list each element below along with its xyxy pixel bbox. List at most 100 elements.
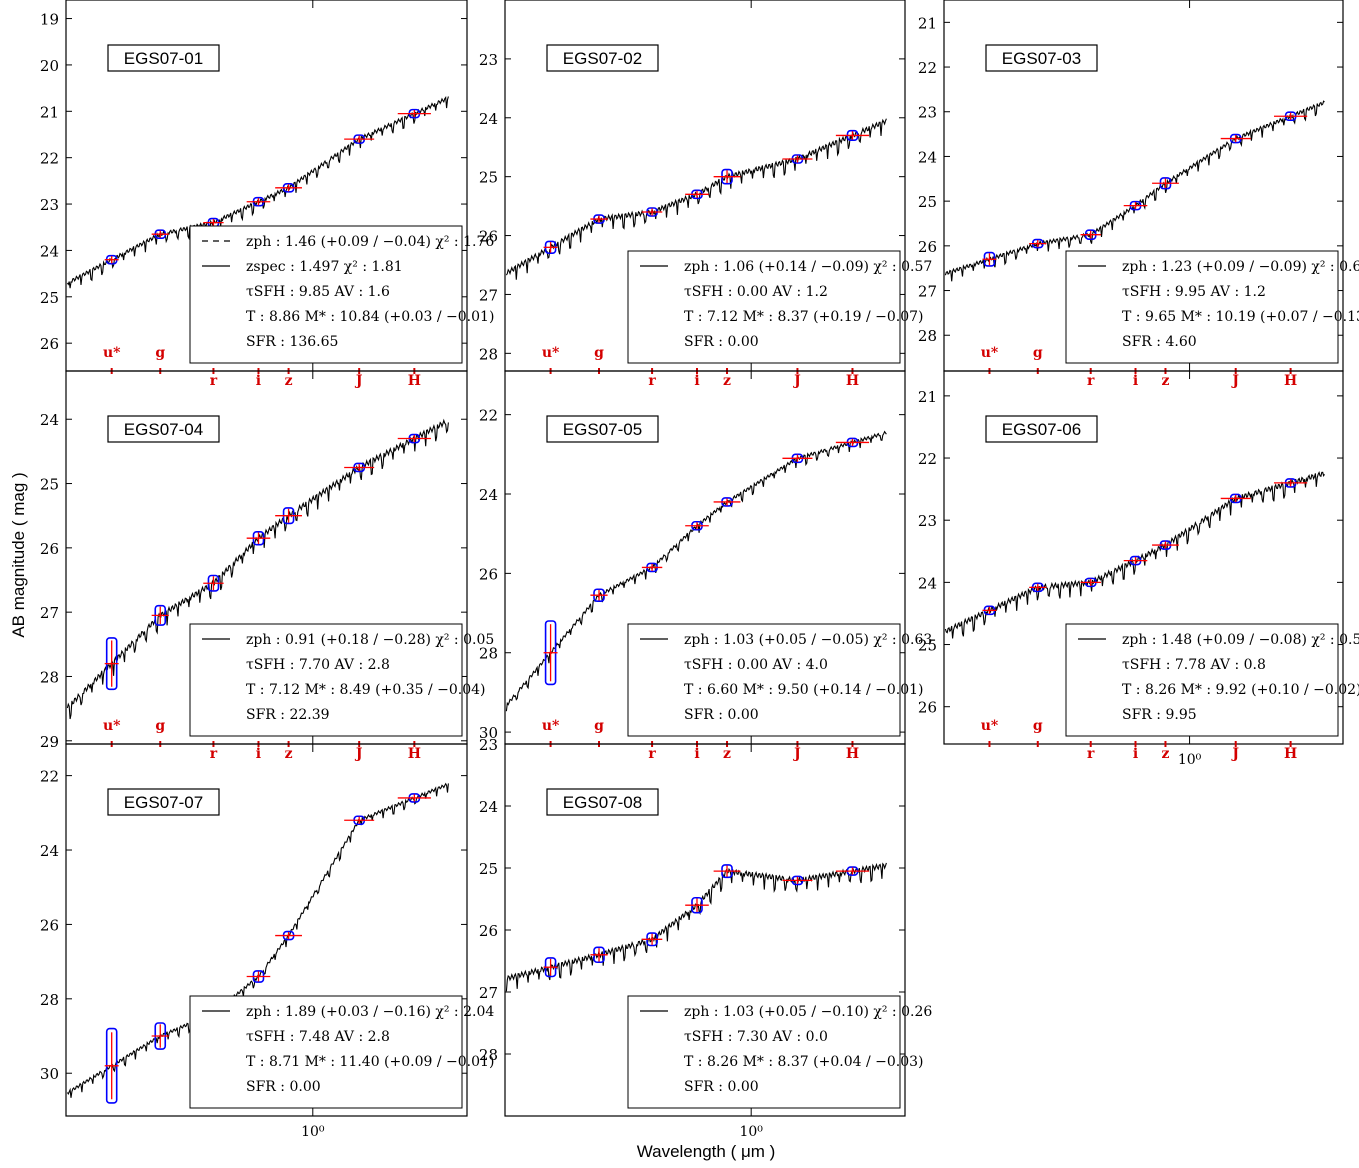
photometry-point	[835, 437, 870, 448]
x-axis-label: Wavelength ( μm )	[637, 1142, 776, 1161]
photometry-point	[543, 957, 558, 978]
panel-egs07-07: 22 24 26 28 30 10⁰ EGS07-07 zph : 1.89 (+0.03 /…	[40, 743, 494, 1140]
panel-egs07-03: 21 22 23 24 25 26 27 28 u* g r i z J H EGS07-03 zph : 1.…	[918, 0, 1359, 389]
legend-entry: zph : 1.03 (+0.05 / −0.10) χ² : 0.26	[684, 1004, 932, 1020]
y-tick-label: 23	[479, 736, 498, 754]
photometry-point	[782, 154, 813, 164]
legend-entry: zph : 1.46 (+0.09 / −0.04) χ² : 1.76	[246, 234, 494, 250]
band-label: i	[1133, 373, 1138, 389]
y-tick-label: 22	[918, 450, 937, 468]
panels: 19 20 21 22 23 24 25 26 u* g r i z J H EGS07-01 zph : 1.…	[40, 0, 1359, 1140]
legend-entry: T : 6.60 M* : 9.50 (+0.14 / −0.01)	[684, 682, 924, 698]
legend-box: zph : 1.06 (+0.14 / −0.09) χ² : 0.57 τSFH…	[627, 250, 932, 364]
band-label: r	[210, 746, 218, 762]
band-label: i	[694, 373, 699, 389]
photometry-point	[275, 507, 302, 525]
legend-entry: SFR : 136.65	[246, 334, 338, 350]
y-tick-label: 26	[479, 228, 498, 246]
legend-entry: T : 7.12 M* : 8.37 (+0.19 / −0.07)	[684, 309, 924, 325]
band-label: J	[354, 373, 363, 389]
legend-box: zph : 0.91 (+0.18 / −0.28) χ² : 0.05 τSFH…	[189, 623, 494, 737]
legend-box: zph : 1.48 (+0.09 / −0.08) χ² : 0.58 τSFH…	[1065, 623, 1359, 737]
y-tick-label: 26	[40, 916, 59, 934]
band-label: i	[694, 746, 699, 762]
panel-title: EGS07-01	[124, 49, 203, 68]
panel-egs07-04: 24 25 26 27 28 29 u* g r i z J H EGS07-04 zph : 0.91 (…	[40, 370, 494, 762]
y-tick-label: 24	[40, 842, 59, 860]
y-axis-label: AB magnitude ( mag )	[9, 472, 28, 637]
photometry-point	[1029, 582, 1047, 593]
panel-title: EGS07-08	[563, 793, 642, 812]
photometry-point	[1220, 133, 1251, 144]
y-tick-label: 22	[918, 59, 937, 77]
legend-entry: zph : 1.03 (+0.05 / −0.05) χ² : 0.63	[684, 632, 932, 648]
band-label: z	[723, 373, 731, 389]
y-tick-label: 22	[40, 768, 59, 786]
photometry-point	[782, 453, 813, 464]
y-tick-label: 24	[40, 411, 59, 429]
band-label: r	[210, 373, 218, 389]
y-tick-label: 25	[40, 476, 59, 494]
legend-entry: SFR : 4.60	[1122, 334, 1197, 350]
y-tick-label: 25	[918, 193, 937, 211]
photometry-point	[246, 196, 271, 207]
band-label: J	[1230, 746, 1239, 762]
photometry-point	[275, 183, 302, 193]
band-label: r	[648, 746, 656, 762]
y-tick-label: 24	[918, 574, 937, 592]
panel-egs07-08: 23 24 25 26 27 28 10⁰ EGS07-08 zph : 1.03 (+0.05…	[479, 736, 932, 1140]
y-tick-label: 27	[40, 604, 59, 622]
band-label: g	[155, 718, 165, 734]
y-tick-label: 24	[40, 242, 59, 260]
legend-entry: SFR : 0.00	[684, 1079, 759, 1095]
legend-entry: T : 8.71 M* : 11.40 (+0.09 / −0.01)	[246, 1054, 494, 1070]
y-tick-label: 25	[40, 289, 59, 307]
photometry-point	[982, 251, 997, 267]
y-tick-label: 27	[479, 984, 498, 1002]
photometry-point	[246, 530, 271, 546]
y-tick-label: 19	[40, 11, 59, 29]
y-tick-label: 27	[479, 286, 498, 304]
panel-frame	[943, 370, 1344, 745]
photometry-point	[344, 462, 375, 473]
band-label: g	[594, 718, 604, 734]
y-tick-label: 22	[479, 407, 498, 425]
band-label: J	[792, 373, 801, 389]
y-tick-label: 26	[918, 238, 937, 256]
y-tick-label: 24	[479, 486, 498, 504]
y-tick-label: 20	[40, 57, 59, 75]
band-label: z	[1161, 373, 1169, 389]
band-label: i	[1133, 746, 1138, 762]
photometry-point	[543, 620, 558, 686]
photometry-point	[1080, 577, 1101, 588]
y-tick-label: 25	[479, 169, 498, 187]
photometry-point	[104, 637, 119, 691]
photometry-point	[641, 932, 663, 947]
legend-entry: T : 8.26 M* : 8.37 (+0.04 / −0.03)	[684, 1054, 924, 1070]
legend-entry: zph : 1.48 (+0.09 / −0.08) χ² : 0.58	[1122, 632, 1359, 648]
legend-entry: SFR : 0.00	[246, 1079, 321, 1095]
photometry-point	[397, 793, 431, 803]
band-label: J	[1230, 373, 1239, 389]
y-tick-label: 24	[918, 148, 937, 166]
band-label: H	[1284, 373, 1297, 389]
photometry-point	[1274, 478, 1308, 488]
panel-title: EGS07-07	[124, 793, 203, 812]
band-label: u*	[542, 345, 560, 361]
y-tick-label: 23	[479, 51, 498, 69]
photometry-point	[1123, 200, 1148, 211]
band-label: z	[285, 373, 293, 389]
y-tick-label: 24	[479, 110, 498, 128]
legend-entry: SFR : 9.95	[1122, 707, 1197, 723]
band-label: J	[354, 746, 363, 762]
legend-entry: τSFH : 7.48 AV : 2.8	[246, 1029, 390, 1045]
x-tick-label: 10⁰	[301, 1124, 325, 1140]
legend-entry: SFR : 0.00	[684, 334, 759, 350]
legend-entry: τSFH : 0.00 AV : 1.2	[684, 284, 828, 300]
y-tick-label: 23	[40, 196, 59, 214]
legend-entry: zph : 0.91 (+0.18 / −0.28) χ² : 0.05	[246, 632, 494, 648]
legend-entry: T : 8.26 M* : 9.92 (+0.10 / −0.02)	[1122, 682, 1359, 698]
band-label: J	[792, 746, 801, 762]
photometry-point	[590, 946, 608, 964]
